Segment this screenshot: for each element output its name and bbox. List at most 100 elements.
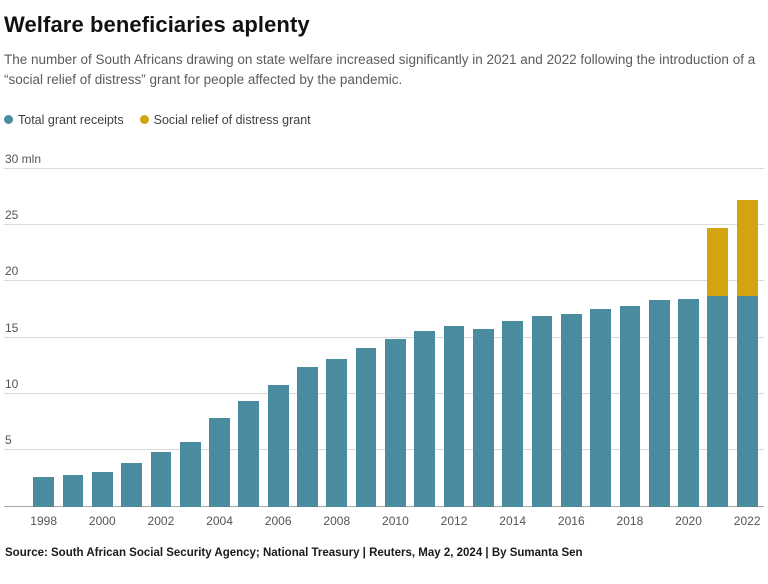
bar-2002-segment-total-grants — [150, 452, 172, 507]
bar-slot-2002 — [146, 169, 175, 507]
bar-slot-2003 — [176, 169, 205, 507]
bar-slot-2008 — [322, 169, 351, 507]
x-axis-label-2008: 2008 — [323, 513, 351, 528]
legend-item-total-grant-receipts: Total grant receipts — [4, 113, 124, 127]
bar-slot-1998 — [29, 169, 58, 507]
x-slot-1998: 1998 — [29, 514, 58, 530]
bar-2004-segment-total-grants — [209, 417, 230, 507]
x-axis-label-2006: 2006 — [264, 513, 292, 528]
bar-2008 — [326, 358, 348, 507]
legend-item-social-relief-grant: Social relief of distress grant — [139, 113, 311, 127]
bar-slot-2010 — [381, 169, 410, 507]
x-axis-label-2004: 2004 — [206, 513, 233, 528]
bar-2022-segment-total-grants — [736, 295, 758, 507]
x-axis-label-2000: 2000 — [88, 513, 116, 528]
bar-2004 — [209, 417, 230, 507]
subtitle: The number of South Africans drawing on … — [4, 52, 756, 88]
x-axis-label-2016: 2016 — [557, 513, 585, 528]
bar-2007-segment-total-grants — [297, 366, 318, 507]
bar-2013 — [472, 328, 494, 507]
legend-dot-teal-icon — [4, 115, 13, 124]
source-line: Source: South African Social Security Ag… — [5, 546, 583, 559]
bar-2005-segment-total-grants — [238, 400, 260, 507]
x-slot-2007 — [293, 514, 322, 530]
bar-2009 — [355, 347, 377, 507]
x-axis-label-2020: 2020 — [675, 513, 702, 528]
legend-dot-gold-icon — [139, 115, 149, 124]
bar-2008-segment-total-grants — [326, 358, 348, 507]
x-axis-label-2022: 2022 — [733, 513, 761, 528]
bar-2000-segment-total-grants — [91, 471, 113, 507]
bar-2021 — [707, 228, 729, 507]
bars-group — [29, 169, 762, 507]
gridline-30 — [4, 167, 764, 169]
bar-slot-2021 — [703, 169, 732, 507]
bar-2011-segment-total-grants — [414, 330, 436, 507]
plot-area: 5 10 15 20 25 30 mln — [4, 153, 764, 507]
x-slot-2009 — [351, 514, 380, 530]
bar-2018-segment-total-grants — [619, 305, 641, 507]
bar-slot-2014 — [498, 169, 527, 507]
bar-2003 — [179, 442, 201, 507]
x-slot-2014: 2014 — [498, 514, 527, 530]
bar-2012 — [443, 326, 465, 507]
x-slot-2022: 2022 — [733, 514, 762, 530]
bar-2015 — [531, 316, 553, 507]
x-slot-2021 — [703, 514, 732, 530]
x-slot-2000: 2000 — [88, 514, 117, 530]
gridline-15 — [4, 336, 764, 338]
x-axis-label-2002: 2002 — [147, 513, 175, 528]
x-slot-2008: 2008 — [322, 514, 351, 530]
x-axis-label-2018: 2018 — [616, 513, 644, 528]
bar-2018 — [619, 305, 641, 507]
x-axis-label-2010: 2010 — [382, 513, 409, 528]
bar-slot-2000 — [88, 169, 117, 507]
bar-2016 — [560, 313, 582, 507]
x-axis-line — [4, 505, 764, 507]
bar-2022 — [736, 200, 758, 507]
y-axis-label-30: 30 mln — [5, 151, 42, 166]
gridline-25 — [4, 223, 764, 225]
x-slot-2019 — [645, 514, 674, 530]
bar-chart: 5 10 15 20 25 30 mln 1998 2000 2002 2004 2006 2008… — [4, 153, 764, 530]
legend-label: Total grant receipts — [18, 112, 124, 127]
bar-2009-segment-total-grants — [355, 347, 377, 507]
bar-slot-2001 — [117, 169, 146, 507]
bar-2019-segment-total-grants — [648, 300, 670, 507]
bar-2020-segment-total-grants — [678, 299, 699, 507]
bar-2010 — [385, 338, 406, 507]
bar-2001 — [121, 462, 142, 507]
x-slot-2001 — [117, 514, 146, 530]
bar-2007 — [297, 366, 318, 507]
bar-2005 — [238, 400, 260, 507]
bar-2019 — [648, 300, 670, 507]
bar-2006-segment-total-grants — [267, 384, 289, 507]
x-slot-2015 — [527, 514, 556, 530]
page-title: Welfare beneficiaries aplenty — [4, 12, 310, 37]
bar-slot-2004 — [205, 169, 234, 507]
bar-slot-2022 — [733, 169, 762, 507]
bar-2015-segment-total-grants — [531, 316, 553, 507]
bar-2011 — [414, 330, 436, 507]
y-axis-label-5: 5 — [5, 433, 12, 448]
bar-2022-segment-srd-grant — [736, 200, 758, 296]
x-axis: 1998 2000 2002 2004 2006 2008 2010 2012 2014 2016… — [4, 514, 764, 530]
bar-2000 — [91, 471, 113, 507]
bar-slot-2007 — [293, 169, 322, 507]
bar-1998 — [33, 477, 55, 507]
bar-slot-2011 — [410, 169, 439, 507]
bar-2006 — [267, 384, 289, 507]
bar-2021-segment-srd-grant — [707, 228, 729, 296]
x-slot-2016: 2016 — [557, 514, 586, 530]
bar-slot-2017 — [586, 169, 615, 507]
x-slot-2006: 2006 — [264, 514, 293, 530]
bar-slot-2006 — [264, 169, 293, 507]
x-slot-2012: 2012 — [439, 514, 468, 530]
x-slot-2013 — [469, 514, 498, 530]
gridline-10 — [4, 392, 764, 394]
bar-slot-2016 — [557, 169, 586, 507]
y-axis-label-20: 20 — [5, 264, 19, 279]
bar-slot-2020 — [674, 169, 703, 507]
bar-2010-segment-total-grants — [385, 338, 406, 507]
